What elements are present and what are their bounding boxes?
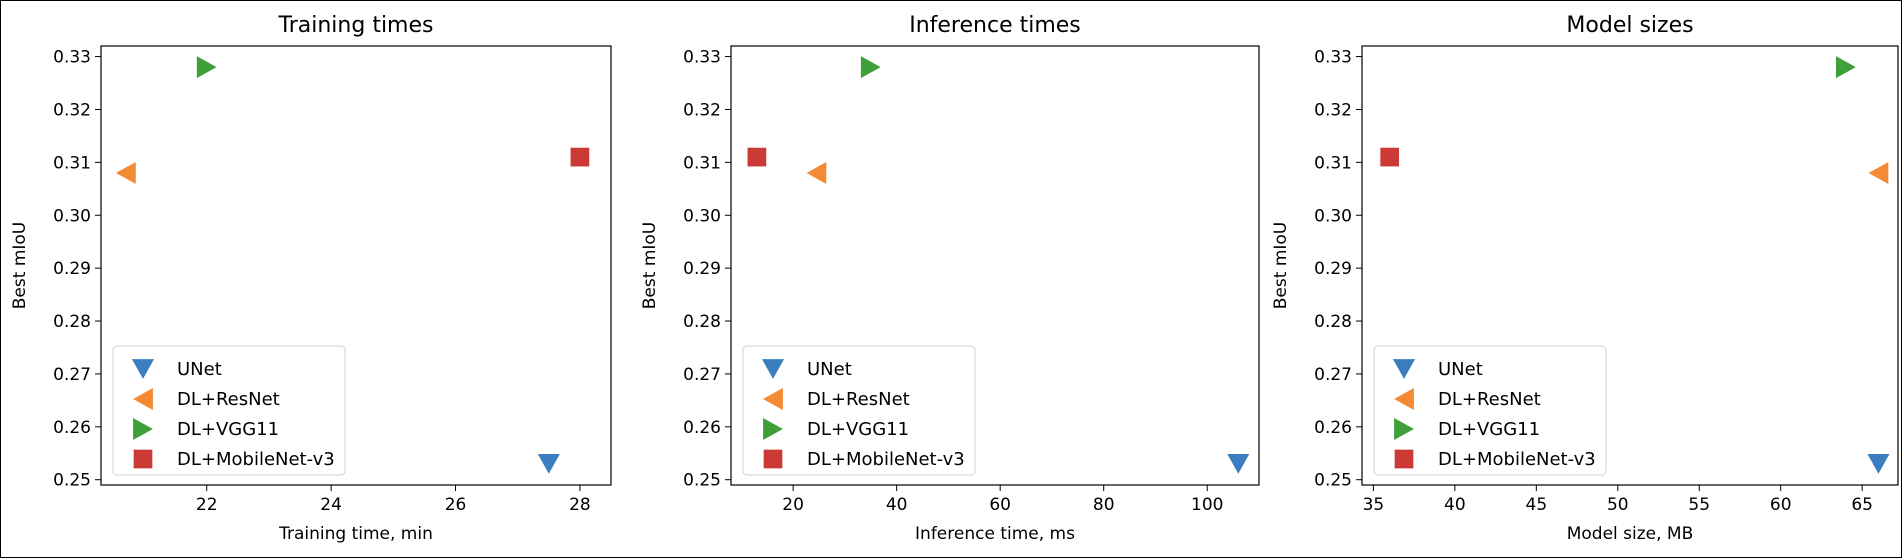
chart-title: Model sizes xyxy=(1566,13,1693,38)
legend-marker xyxy=(763,388,783,410)
legend-entry: DL+ResNet xyxy=(807,389,910,410)
y-tick-label: 0.28 xyxy=(1314,312,1352,332)
data-point xyxy=(806,161,827,184)
y-tick-label: 0.33 xyxy=(683,48,721,68)
legend-marker xyxy=(133,388,153,410)
x-tick-label: 60 xyxy=(989,495,1011,515)
x-tick-label: 22 xyxy=(196,495,218,515)
data-point xyxy=(537,453,560,474)
data-point xyxy=(1867,453,1890,474)
y-tick-label: 0.29 xyxy=(53,259,91,279)
y-axis-label: Best mIoU xyxy=(1271,222,1291,309)
y-tick-label: 0.31 xyxy=(683,153,721,173)
legend-marker xyxy=(762,359,784,379)
y-tick-label: 0.32 xyxy=(53,100,91,120)
legend-entry: UNet xyxy=(177,359,222,380)
x-tick-label: 100 xyxy=(1191,495,1223,515)
y-tick-label: 0.28 xyxy=(683,312,721,332)
y-axis-label: Best mIoU xyxy=(640,222,660,309)
legend-entry: DL+MobileNet-v3 xyxy=(807,449,965,470)
legend-entry: DL+VGG11 xyxy=(1438,419,1540,440)
x-tick-label: 24 xyxy=(320,495,342,515)
data-point xyxy=(1868,161,1889,184)
y-tick-label: 0.25 xyxy=(1314,471,1352,491)
y-tick-label: 0.25 xyxy=(683,471,721,491)
x-axis-label: Inference time, ms xyxy=(915,524,1075,544)
legend-box xyxy=(742,345,976,476)
chart-title: Training times xyxy=(278,13,434,38)
y-tick-label: 0.26 xyxy=(683,418,721,438)
y-tick-label: 0.30 xyxy=(53,206,91,226)
y-axis-label: Best mIoU xyxy=(10,222,30,309)
y-tick-label: 0.30 xyxy=(1314,206,1352,226)
y-tick-label: 0.26 xyxy=(53,418,91,438)
y-tick-label: 0.26 xyxy=(1314,418,1352,438)
y-tick-label: 0.32 xyxy=(683,100,721,120)
x-tick-label: 55 xyxy=(1688,495,1710,515)
chart-panel-3: Model sizes 35 40 45 50 55 60 65 0.25 0.26 0.27 0.2… xyxy=(1271,13,1899,544)
legend-box xyxy=(1373,345,1607,476)
chart-panel-1: Training times 22 24 26 28 0.25 0.26 0.27 0.28 0.… xyxy=(10,13,612,544)
data-point xyxy=(1835,56,1856,79)
y-tick-label: 0.31 xyxy=(1314,153,1352,173)
legend-entry: UNet xyxy=(807,359,852,380)
chart-title: Inference times xyxy=(909,13,1081,38)
legend-entry: DL+ResNet xyxy=(177,389,280,410)
x-tick-label: 40 xyxy=(886,495,908,515)
chart-panel-2: Inference times 20 40 60 80 100 0.25 0.26 0.27 0.… xyxy=(640,13,1260,544)
y-tick-label: 0.27 xyxy=(1314,365,1352,385)
y-tick-label: 0.28 xyxy=(53,312,91,332)
legend-marker xyxy=(1394,388,1414,410)
x-tick-label: 35 xyxy=(1363,495,1385,515)
legend-entry: DL+MobileNet-v3 xyxy=(1438,449,1596,470)
x-tick-label: 80 xyxy=(1093,495,1115,515)
y-tick-label: 0.33 xyxy=(1314,48,1352,68)
x-tick-label: 65 xyxy=(1851,495,1873,515)
y-tick-label: 0.29 xyxy=(683,259,721,279)
data-point xyxy=(860,56,881,79)
y-tick-label: 0.27 xyxy=(683,365,721,385)
legend-entry: DL+ResNet xyxy=(1438,389,1541,410)
plot-area xyxy=(730,45,1260,486)
legend-box xyxy=(112,345,346,476)
legend-marker xyxy=(133,449,153,469)
x-tick-label: 45 xyxy=(1526,495,1548,515)
x-tick-label: 50 xyxy=(1607,495,1629,515)
x-tick-label: 40 xyxy=(1444,495,1466,515)
data-point xyxy=(1227,453,1250,474)
y-tick-label: 0.32 xyxy=(1314,100,1352,120)
legend-entry: UNet xyxy=(1438,359,1483,380)
data-point xyxy=(747,147,767,167)
legend-entry: DL+VGG11 xyxy=(177,419,279,440)
x-tick-label: 20 xyxy=(782,495,804,515)
legend-marker xyxy=(1394,418,1414,440)
y-tick-label: 0.31 xyxy=(53,153,91,173)
legend-marker xyxy=(763,449,783,469)
data-point xyxy=(570,147,590,167)
legend-marker xyxy=(1393,359,1415,379)
x-tick-label: 28 xyxy=(569,495,591,515)
y-tick-label: 0.33 xyxy=(53,48,91,68)
y-tick-label: 0.27 xyxy=(53,365,91,385)
x-axis-label: Training time, min xyxy=(278,524,433,544)
legend-marker xyxy=(132,359,154,379)
data-point xyxy=(196,56,217,79)
data-point xyxy=(1380,147,1400,167)
legend-marker xyxy=(133,418,153,440)
legend-entry: DL+MobileNet-v3 xyxy=(177,449,335,470)
y-tick-label: 0.29 xyxy=(1314,259,1352,279)
y-tick-label: 0.30 xyxy=(683,206,721,226)
x-tick-label: 60 xyxy=(1770,495,1792,515)
legend-marker xyxy=(1394,449,1414,469)
plot-area xyxy=(1361,45,1899,486)
legend-entry: DL+VGG11 xyxy=(807,419,909,440)
x-tick-label: 26 xyxy=(445,495,467,515)
x-axis-label: Model size, MB xyxy=(1567,524,1694,544)
y-tick-label: 0.25 xyxy=(53,471,91,491)
data-point xyxy=(115,161,136,184)
plot-area xyxy=(100,45,612,486)
legend-marker xyxy=(763,418,783,440)
